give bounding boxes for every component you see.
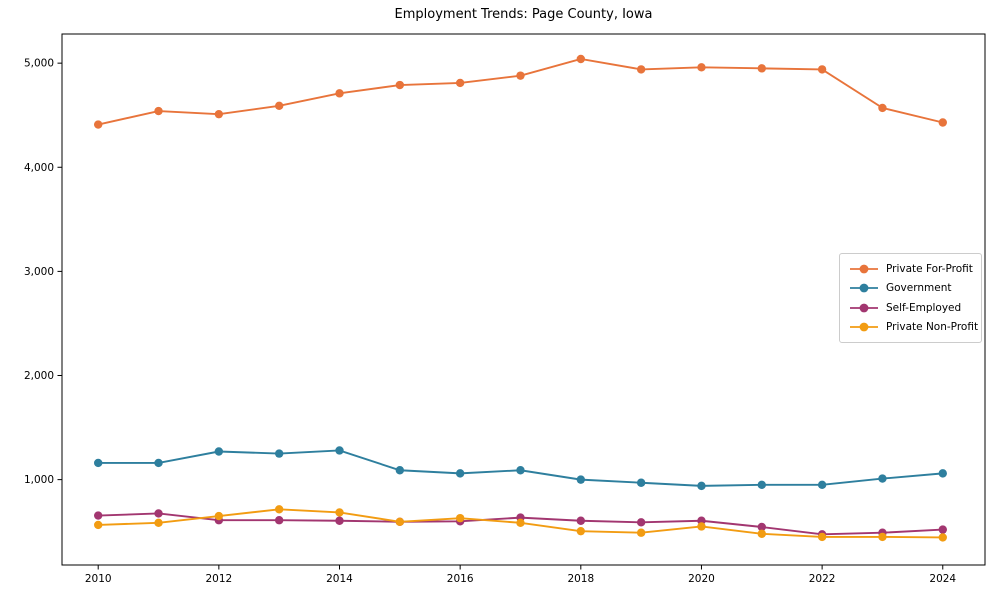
data-point [636, 518, 646, 527]
data-point [938, 533, 947, 542]
data-point [154, 509, 163, 518]
line-dot-marker-icon [850, 322, 878, 332]
chart-title: Employment Trends: Page County, Iowa [394, 7, 653, 22]
data-point [757, 480, 766, 490]
data-point [395, 80, 405, 90]
line-dot-marker-icon [850, 283, 878, 293]
x-tick-label: 2020 [688, 573, 715, 585]
y-tick-label: 4,000 [24, 162, 54, 174]
y-tick-label: 1,000 [24, 474, 54, 486]
y-tick-label: 3,000 [24, 266, 54, 278]
data-point [335, 508, 344, 517]
data-point [516, 518, 525, 528]
data-point [335, 516, 344, 525]
data-point [878, 532, 887, 542]
x-tick-label: 2012 [205, 573, 232, 585]
data-point [395, 517, 405, 526]
data-point [154, 106, 163, 116]
data-point [757, 64, 766, 73]
data-point [154, 458, 163, 468]
data-point [817, 65, 827, 74]
legend-label: Private For-Profit [886, 263, 973, 275]
data-point [938, 525, 947, 534]
plot-border [61, 33, 986, 566]
data-point [455, 513, 465, 523]
x-tick-label: 2024 [929, 573, 956, 585]
data-point [516, 71, 525, 80]
data-point [93, 511, 103, 520]
data-point [878, 474, 887, 483]
x-tick-label: 2014 [326, 573, 353, 585]
legend-label: Government [886, 282, 952, 295]
legend-label: Private Non-Profit [886, 320, 979, 333]
data-point [636, 478, 646, 487]
y-tick-label: 5,000 [24, 58, 54, 70]
data-point [93, 520, 103, 530]
data-point [274, 516, 284, 525]
data-point [93, 120, 103, 129]
data-point [817, 480, 827, 490]
data-point [274, 505, 284, 514]
data-point [455, 78, 465, 88]
x-tick-label: 2018 [567, 573, 594, 585]
data-point [214, 447, 224, 456]
data-point [395, 466, 405, 475]
data-point [214, 511, 224, 521]
data-point [214, 109, 224, 119]
data-point [516, 466, 525, 475]
line-dot-marker-icon [850, 303, 878, 313]
y-tick-label: 2,000 [24, 370, 54, 382]
data-point [697, 522, 706, 531]
data-point [455, 469, 465, 478]
legend-label: Self-Employed [886, 301, 962, 314]
data-point [817, 532, 827, 542]
x-tick-label: 2022 [809, 573, 836, 585]
data-point [335, 446, 344, 455]
data-point [878, 103, 887, 113]
x-tick-label: 2016 [447, 573, 474, 585]
data-point [697, 481, 706, 491]
axes-layer: 2010 2012 2014 2016 2018 2020 2022 2024 1,000 2,0… [24, 58, 957, 585]
x-tick-label: 2010 [85, 573, 112, 585]
data-point [938, 118, 947, 127]
data-point [636, 65, 646, 74]
data-point [154, 518, 163, 528]
data-point [697, 63, 706, 72]
legend-item-self-employed: Self-Employed [849, 299, 973, 317]
data-point [576, 526, 586, 536]
data-point [938, 469, 947, 478]
data-point [636, 528, 646, 537]
data-point [274, 449, 284, 458]
series-line-private-for-profit [97, 58, 943, 126]
legend-item-private-for-profit: Private For-Profit [849, 260, 973, 278]
data-point [757, 522, 766, 532]
data-point [576, 475, 586, 484]
data-point [93, 458, 103, 468]
series-layer [93, 54, 947, 542]
data-point [576, 516, 586, 525]
data-point [335, 89, 344, 98]
data-point [576, 54, 586, 64]
data-point [274, 101, 284, 111]
data-point [757, 529, 766, 538]
legend-item-private-non-profit: Private Non-Profit [849, 318, 978, 336]
line-dot-marker-icon [850, 264, 878, 274]
legend: Private For-Profit Government Self-Emplo… [839, 253, 982, 343]
legend-item-government: Government [849, 279, 973, 297]
